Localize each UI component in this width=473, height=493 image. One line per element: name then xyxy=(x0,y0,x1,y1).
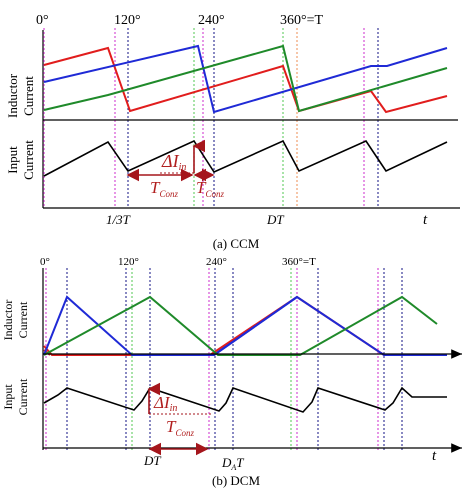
dcm-tconz-label: TConz xyxy=(166,417,194,438)
dcm-inductor-label-2: Current xyxy=(16,301,30,338)
ccm-annotations: ΔIin TConz TConz xyxy=(126,139,224,199)
ccm-phase-0: 0° xyxy=(36,13,49,28)
dcm-inductor-blue-2 xyxy=(213,296,298,356)
ccm-inductor-label-2: Current xyxy=(21,76,36,116)
dcm-x-tick-dt: DT xyxy=(143,453,161,468)
ccm-tconz-label-2: TConz xyxy=(196,178,224,199)
dcm-caption: (b) DCM xyxy=(212,473,260,488)
ccm-input-label-2: Current xyxy=(21,140,36,180)
dcm-delta-label: ΔIin xyxy=(153,393,177,414)
dcm-inductor-green xyxy=(43,295,438,356)
ccm-phase-120: 120° xyxy=(114,13,141,28)
ccm-t-label: t xyxy=(423,212,428,228)
dcm-input-label-1: Input xyxy=(1,384,15,410)
dcm-phase-360: 360°=T xyxy=(282,256,316,268)
ccm-x-tick-third: 1/3T xyxy=(106,212,131,227)
dcm-x-tick-dat: DAT xyxy=(221,455,244,472)
dcm-phase-240: 240° xyxy=(206,256,227,268)
ccm-phase-360: 360°=T xyxy=(280,13,323,28)
ccm-tconz-label-1: TConz xyxy=(150,178,178,199)
dcm-input-label-2: Current xyxy=(16,378,30,415)
dcm-annotations: ΔIin TConz xyxy=(147,382,212,456)
ccm-inductor-green xyxy=(43,44,448,113)
ccm-delta-label: ΔIin xyxy=(161,151,186,173)
dcm-panel: 0° 120° 240° 360°=T Inductor Current Inp… xyxy=(1,256,462,488)
dcm-inductor-label-1: Inductor xyxy=(1,300,15,341)
dcm-phase-0: 0° xyxy=(40,256,50,268)
dcm-guides xyxy=(45,268,403,450)
ccm-panel: 0° 120° 240° 360°=T Inductor Current Inp… xyxy=(5,13,460,251)
ccm-guides xyxy=(43,28,379,208)
ccm-x-tick-dt: DT xyxy=(266,212,284,227)
ccm-phase-240: 240° xyxy=(198,13,225,28)
dcm-input-current xyxy=(43,386,447,413)
ccm-caption: (a) CCM xyxy=(213,236,260,251)
ccm-input-current xyxy=(43,139,448,177)
ccm-input-label-1: Input xyxy=(5,146,20,174)
dcm-t-label: t xyxy=(432,448,437,464)
ccm-inductor-blue xyxy=(43,44,448,114)
dcm-phase-120: 120° xyxy=(118,256,139,268)
ccm-inductor-label-1: Inductor xyxy=(5,73,20,118)
